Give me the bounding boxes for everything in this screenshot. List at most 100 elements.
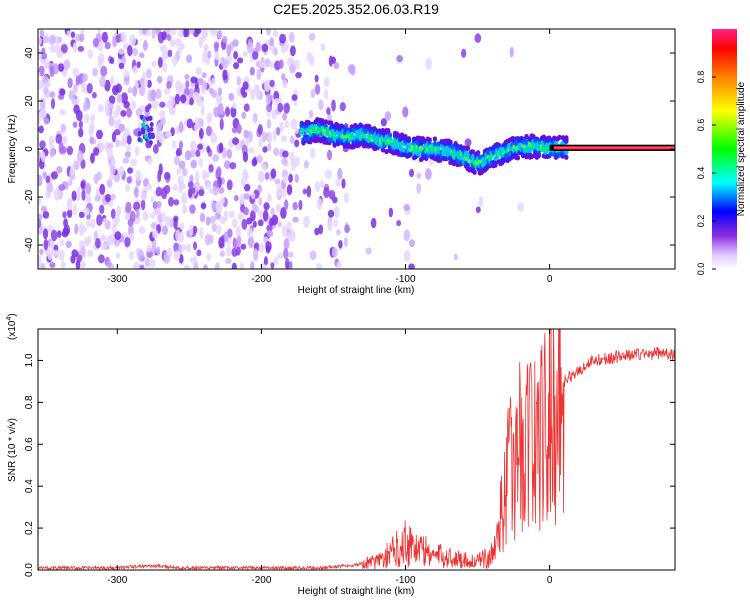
spectrogram-cell (137, 121, 142, 129)
spectrogram-ridge-cell (418, 141, 424, 147)
spectrogram-cell (216, 204, 222, 215)
spectrogram-cell (111, 157, 116, 168)
spectrogram-cell (109, 57, 115, 65)
spectrogram-cell (38, 71, 41, 78)
spectrogram-cell (83, 113, 90, 124)
spectrogram-cell (147, 158, 153, 165)
spectrogram-cell (99, 234, 107, 242)
spectrogram-cell (252, 202, 257, 212)
spectrogram-cell (112, 35, 117, 48)
spectrogram-cell (227, 228, 233, 238)
spectrogram-cell (341, 178, 346, 189)
spectrogram-cell (106, 260, 112, 268)
spectrogram-cell (333, 61, 340, 70)
spectrogram-cell (123, 69, 130, 78)
spectrogram-cell (38, 79, 43, 90)
spectrogram-cell (80, 246, 86, 258)
spectrogram-cell (151, 244, 157, 255)
spectrogram-cell (475, 206, 481, 213)
spectrogram-cell (72, 203, 78, 216)
spectrogram-cell (108, 95, 116, 105)
spectrogram-cell (183, 29, 190, 38)
spectrogram-cell (173, 217, 178, 230)
spectrogram-cell (189, 224, 194, 237)
spectrogram-cell (133, 201, 141, 211)
spectrogram-cell (78, 260, 86, 269)
spectrogram-cell (49, 148, 56, 158)
colorbar-tick-label: 0.2 (696, 215, 706, 228)
spectrogram-cell (255, 41, 261, 53)
spectrogram-cell (112, 120, 119, 128)
spectrogram-cell (277, 102, 284, 113)
spectrogram-cell (49, 91, 56, 98)
spectrogram-cell (216, 95, 223, 103)
spectrogram-cell (190, 257, 195, 264)
spectrogram-cell (424, 168, 432, 181)
spectrogram-cell (57, 36, 63, 43)
spectrogram-cell (252, 112, 258, 124)
spectrogram-cell (81, 189, 86, 201)
spectrogram-cell (181, 192, 188, 205)
y-tick-label: 0.2 (24, 521, 35, 535)
spectrogram-cell (72, 42, 77, 53)
spectrogram-cell (286, 184, 293, 195)
spectrogram-cell (48, 248, 55, 257)
spectrogram-cell (266, 118, 272, 129)
spectrogram-cell (250, 261, 255, 269)
spectrogram-cell (273, 147, 280, 156)
y-tick-label: 0.0 (24, 563, 35, 577)
spectrogram-ridge-cell (524, 154, 529, 160)
spectrogram-cell (212, 154, 219, 163)
spectrogram-cell (243, 103, 250, 112)
spectrogram-cell (403, 203, 411, 211)
spectrogram-cell (289, 58, 296, 66)
spectrogram-cell (146, 183, 152, 191)
spectrogram-cell (326, 107, 331, 116)
spectrogram-cell (206, 252, 211, 262)
spectrogram-cell (38, 111, 42, 124)
spectrogram-cell (156, 246, 161, 255)
x-tick-label: -200 (251, 274, 271, 285)
spectrogram-cell (289, 45, 296, 57)
spectrogram-cell (45, 92, 50, 100)
spectrogram-cell (199, 212, 206, 223)
spectrogram-cell (166, 34, 172, 41)
spectrogram-cell (106, 146, 114, 159)
spectrogram-cells (38, 29, 675, 269)
spectrogram-ridge-cell (411, 136, 417, 143)
spectrogram-ridge-cell (427, 137, 432, 143)
spectrogram-cell (198, 127, 204, 139)
spectrogram-cell (111, 235, 116, 246)
spectrogram-cell (252, 220, 257, 228)
spectrogram-cell (222, 69, 228, 81)
spectrogram-cell (178, 160, 186, 170)
spectrogram-cell (106, 179, 113, 188)
spectrogram-cell (274, 178, 281, 185)
spectrogram-ridge-cell (564, 136, 569, 142)
spectrogram-cell (67, 77, 73, 89)
spectrogram-ridge-cell (401, 147, 406, 153)
spectrogram-cell (186, 54, 193, 64)
spectrogram-cell (268, 61, 274, 69)
spectrogram-ridge-cell (515, 155, 521, 161)
spectrogram-cell (272, 29, 279, 38)
spectrogram-ridge-cell (325, 126, 330, 132)
spectrogram-cell (161, 31, 167, 41)
spectrogram-cell (97, 40, 104, 52)
spectrogram-cell (38, 219, 42, 228)
spectrogram-cell (292, 216, 299, 223)
spectrogram-cell (269, 217, 274, 227)
spectrogram-cell (179, 231, 184, 243)
spectrogram-cell (39, 29, 45, 37)
colorbar-tick-label: 0.6 (696, 119, 706, 132)
spectrogram-cell (49, 261, 56, 268)
spectrogram-cell (464, 138, 472, 147)
spectrogram-cell (339, 101, 346, 112)
spectrogram-cell (71, 249, 78, 258)
spectrogram-cell (298, 199, 303, 211)
spectrogram-cell (66, 208, 73, 218)
spectrogram-cell (306, 51, 313, 63)
spectrogram-cell (46, 191, 52, 198)
spectrogram-cell (126, 107, 133, 118)
